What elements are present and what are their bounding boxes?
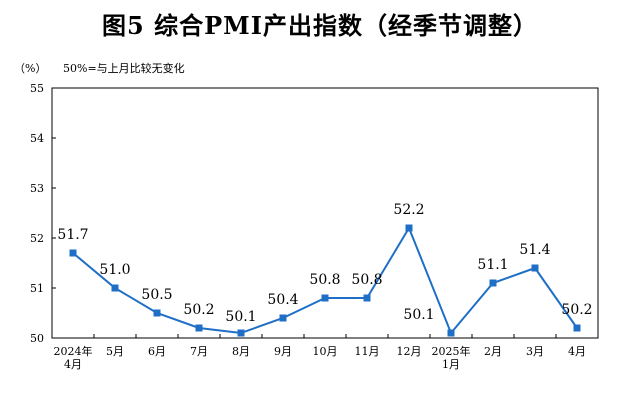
data-point [405,224,413,232]
x-tick-label-line: 8月 [232,345,250,358]
x-tick-label: 12月 [397,345,422,358]
x-tick-label: 10月 [313,345,338,358]
data-label: 52.2 [393,202,424,218]
data-label: 51.0 [99,262,130,278]
x-tick-label: 8月 [232,345,250,358]
data-point [69,249,77,257]
data-point [573,324,581,332]
data-label: 51.4 [519,242,550,258]
data-label: 51.1 [477,257,508,273]
y-unit-label: （%） [14,62,47,75]
x-tick-label-line: 4月 [64,358,82,371]
data-point [363,294,371,302]
x-tick-label-line: 10月 [313,345,338,358]
x-tick-label-line: 2024年 [54,344,93,358]
x-tick-label: 2025年 1月 [432,344,471,371]
x-tick-label-line: 5月 [106,345,124,358]
x-tick-label: 3月 [526,345,544,358]
x-tick-label: 9月 [274,345,292,358]
x-tick-label: 2024年 4月 [54,344,93,371]
data-point [237,329,245,337]
data-point [531,264,539,272]
x-tick-label: 7月 [190,345,208,358]
x-tick-label-line: 2月 [484,345,502,358]
data-label: 51.7 [57,227,88,243]
x-tick-label-line: 4月 [568,345,586,358]
x-tick-label-line: 3月 [526,345,544,358]
y-tick-label: 50 [30,332,44,345]
x-tick-label-line: 1月 [442,358,460,371]
x-tick-label-line: 9月 [274,345,292,358]
data-label: 50.1 [225,309,256,325]
data-point [111,284,119,292]
data-label: 50.2 [561,302,592,318]
x-tick-label: 4月 [568,345,586,358]
data-point [195,324,203,332]
y-tick-label: 54 [30,132,44,145]
data-point [489,279,497,287]
x-tick-label: 11月 [355,345,380,358]
y-tick-label: 51 [30,282,44,295]
x-tick-label-line: 2025年 [432,344,471,358]
data-point [279,314,287,322]
data-point [153,309,161,317]
data-label: 50.2 [183,302,214,318]
data-label: 50.5 [141,287,172,303]
data-label: 50.1 [403,307,434,323]
x-tick-label-line: 6月 [148,345,166,358]
x-tick-label-line: 12月 [397,345,422,358]
x-tick-label: 5月 [106,345,124,358]
data-label: 50.4 [267,292,298,308]
chart-title: 图5 综合PMI产出指数（经季节调整） [102,11,538,40]
y-tick-label: 53 [30,182,44,195]
data-point [447,329,455,337]
x-tick-label-line: 11月 [355,345,380,358]
chart-note: 50%=与上月比较无变化 [63,62,185,75]
x-tick-label: 6月 [148,345,166,358]
y-tick-label: 52 [30,232,44,245]
data-point [321,294,329,302]
plot-frame [51,87,599,339]
data-label: 50.8 [351,272,382,288]
x-tick-label-line: 7月 [190,345,208,358]
y-tick-label: 55 [30,82,44,95]
data-label: 50.8 [309,272,340,288]
x-tick-label: 2月 [484,345,502,358]
